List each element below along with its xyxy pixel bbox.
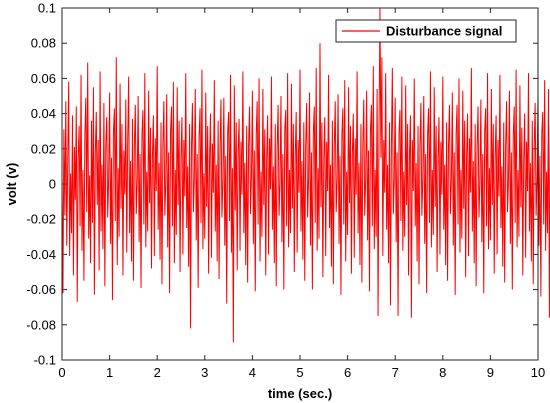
y-tick-label: -0.08 (26, 317, 56, 332)
x-axis-ticks: 0 1 2 3 4 5 6 7 8 9 10 (58, 8, 545, 380)
y-tick-label: 0.08 (31, 36, 56, 51)
x-axis-title: time (sec.) (268, 386, 332, 401)
x-tick-label: 1 (106, 365, 113, 380)
x-tick-label: 2 (154, 365, 161, 380)
y-tick-label: 0 (49, 177, 56, 192)
plot-frame (61, 7, 539, 361)
y-axis-title: volt (v) (4, 163, 19, 206)
x-tick-label: 6 (344, 365, 351, 380)
x-tick-label: 8 (439, 365, 446, 380)
y-tick-label: 0.04 (31, 106, 56, 121)
x-tick-label: 3 (201, 365, 208, 380)
legend: Disturbance signal (335, 19, 517, 43)
y-tick-label: -0.04 (26, 247, 56, 262)
y-tick-label: 0.02 (31, 141, 56, 156)
x-tick-label: 5 (296, 365, 303, 380)
x-tick-label: 9 (487, 365, 494, 380)
x-tick-label: 0 (58, 365, 65, 380)
y-tick-label: -0.06 (26, 282, 56, 297)
y-tick-label: 0.1 (38, 1, 56, 16)
y-tick-label: -0.02 (26, 212, 56, 227)
series-line-disturbance-signal (61, 7, 550, 343)
y-axis-ticks: -0.1 -0.08 -0.06 -0.04 -0.02 0 0.02 0.04 0.06 0.0… (26, 1, 538, 368)
x-tick-label: 10 (531, 365, 545, 380)
y-tick-label: 0.06 (31, 71, 56, 86)
x-tick-label: 4 (249, 365, 256, 380)
legend-box (335, 19, 517, 43)
legend-label: Disturbance signal (386, 24, 502, 39)
y-tick-label: -0.1 (34, 353, 56, 368)
x-tick-label: 7 (392, 365, 399, 380)
